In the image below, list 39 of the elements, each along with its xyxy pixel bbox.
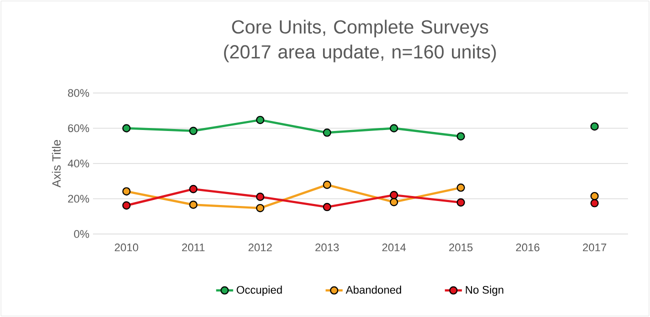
point [122,201,131,210]
y-tick-label: 40% [68,160,90,168]
x-tick-label: 2011 [182,244,205,252]
y-tick-label: 20% [68,194,90,203]
point [590,192,599,200]
x-tick-label: 2017 [582,244,606,252]
y-tick-label: 80% [68,89,90,97]
y-tick-label: 0% [74,230,90,238]
y-tick-label: 60% [68,124,90,132]
point [590,199,599,208]
legend-label: Occupied [236,286,282,296]
legend-label: Abandoned [346,286,402,294]
point [322,202,332,212]
x-tick-label: 2016 [516,244,540,252]
chart-title: Core Units, Complete Surveys (2017 area update, n=160 units) [224,20,496,62]
point [590,122,599,131]
point [256,204,264,212]
y-axis-title: Axis Title [52,140,61,188]
x-tick-label: 2012 [248,244,272,252]
legend-label: No Sign [466,286,504,296]
point [322,128,332,137]
point [456,183,465,192]
point [390,198,398,206]
point [390,190,398,200]
x-tick-label: 2010 [114,244,138,252]
point [456,198,465,207]
point [189,184,198,194]
point [189,126,198,136]
point [322,180,332,189]
point [256,192,264,201]
x-tick-label: 2015 [449,244,473,252]
point [456,132,465,141]
point [189,200,198,209]
x-tick-label: 2013 [315,244,339,252]
point [122,124,131,132]
x-tick-label: 2014 [382,244,406,252]
point [122,187,131,196]
point [390,124,398,132]
point [256,116,264,124]
